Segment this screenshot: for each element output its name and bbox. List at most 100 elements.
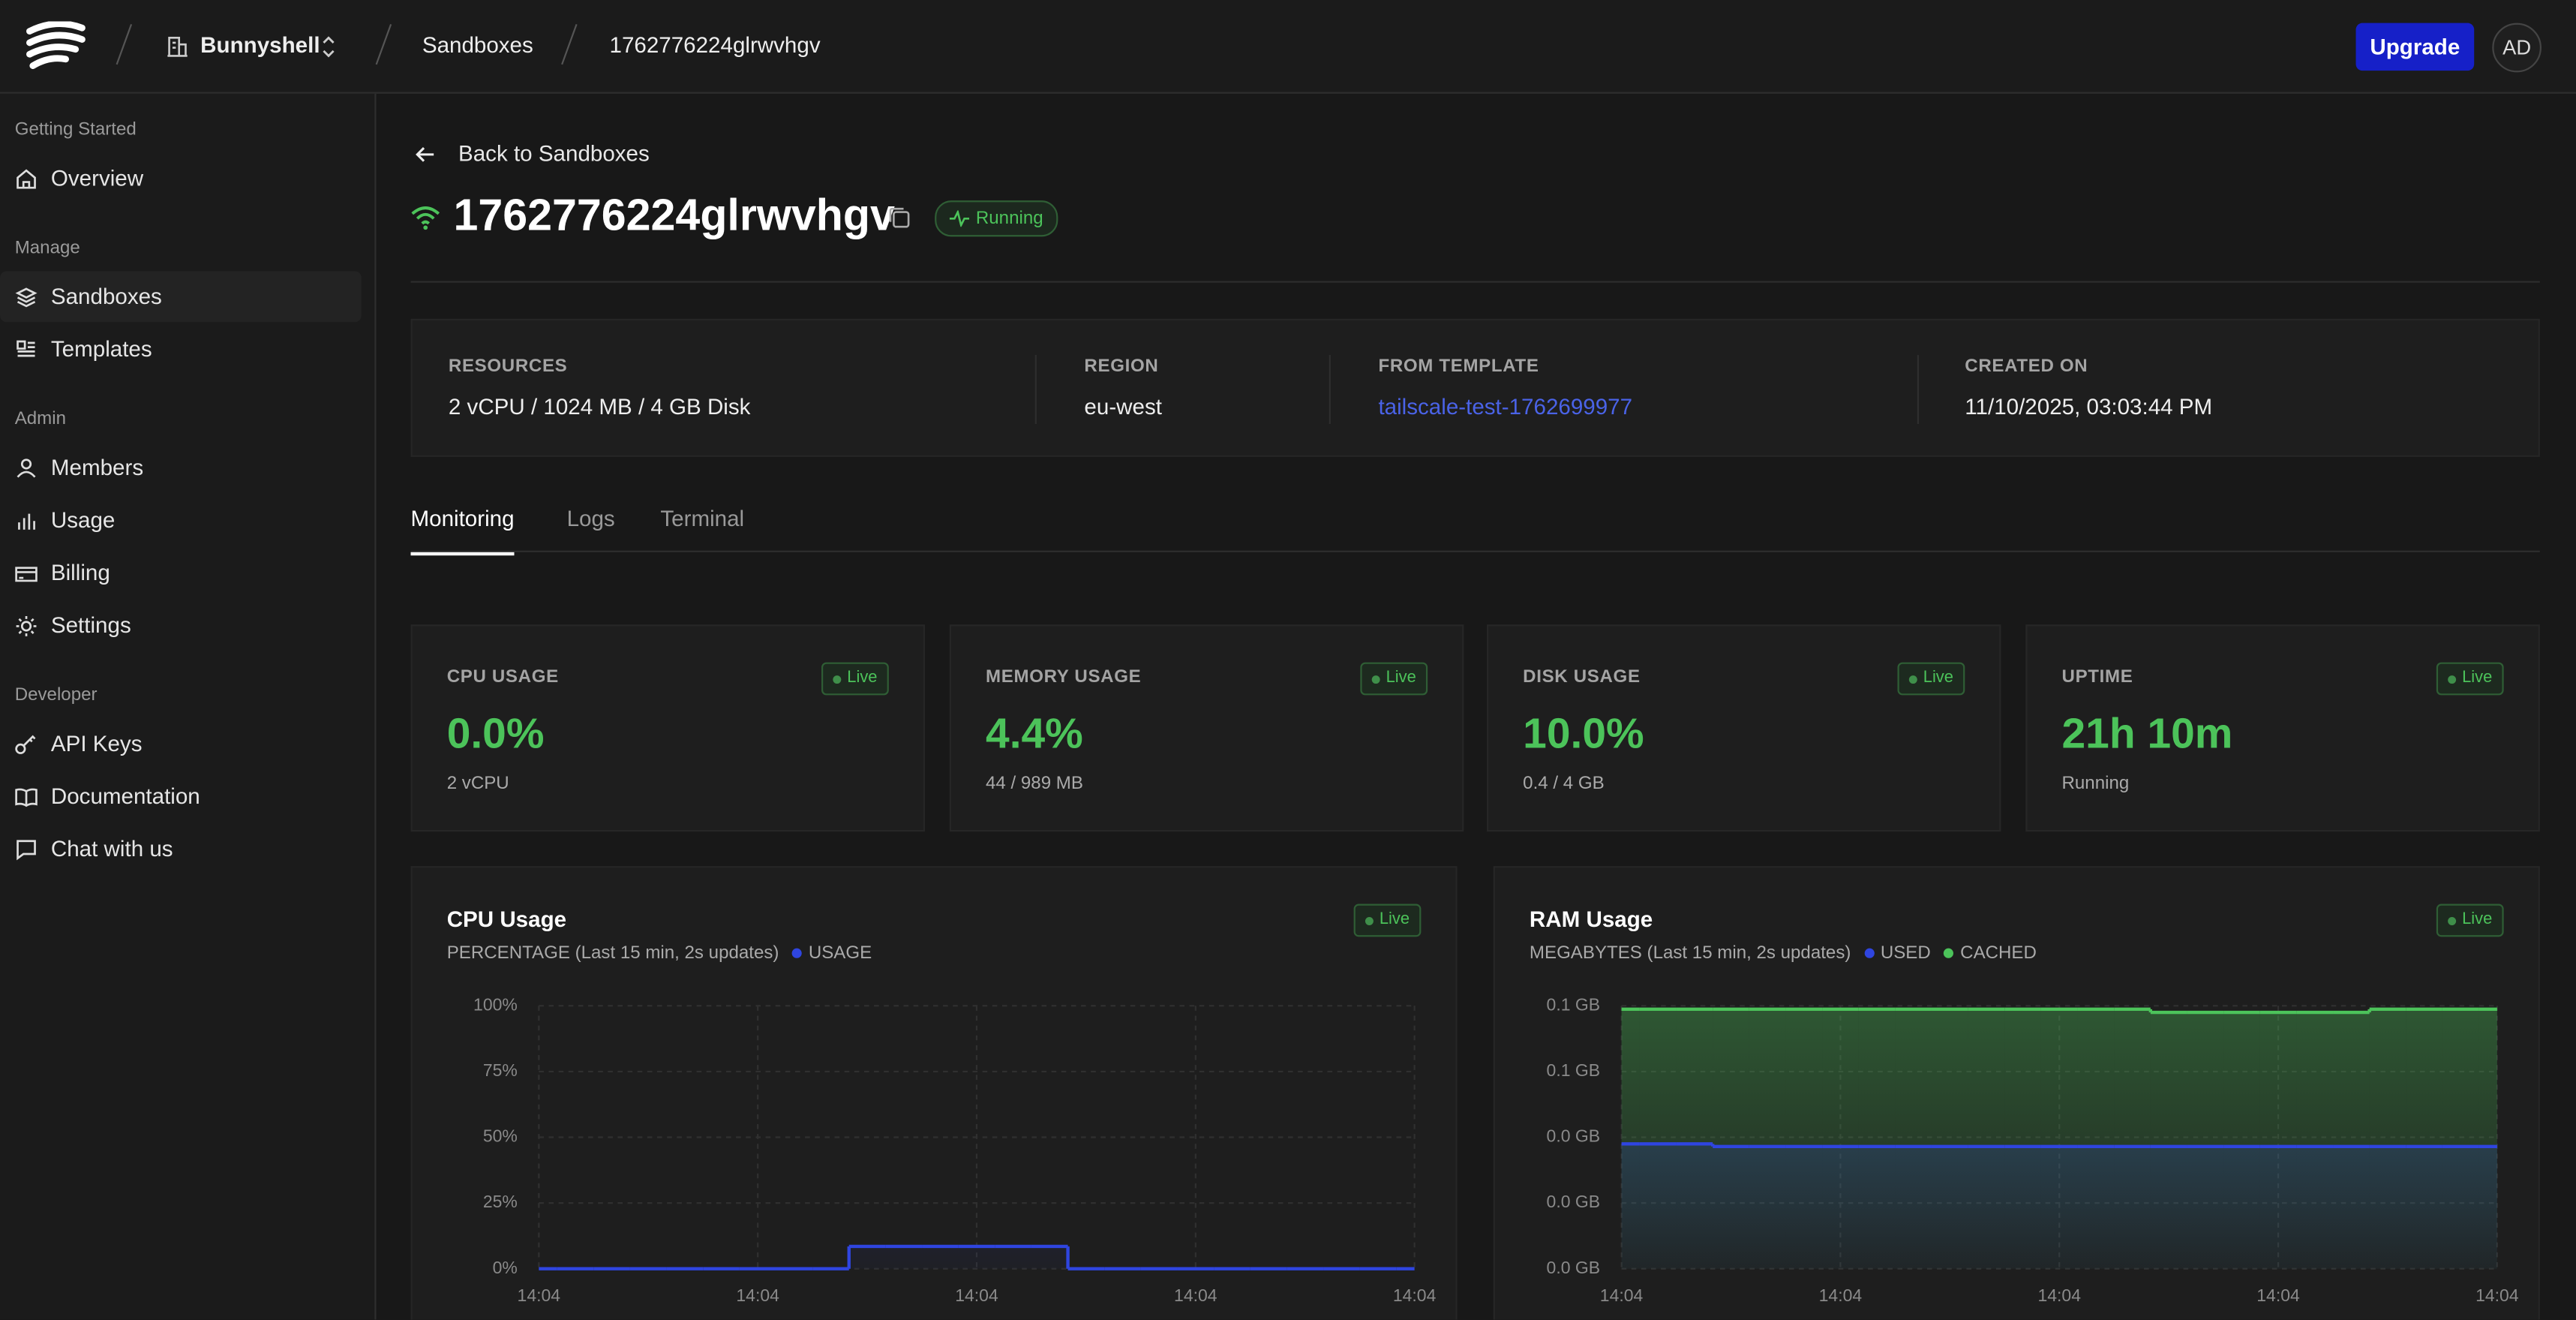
nav-item[interactable]: Members bbox=[0, 442, 362, 493]
x-tick-label: 14:04 bbox=[1600, 1285, 1644, 1305]
stat-sub: 0.4 / 4 GB bbox=[1523, 774, 1605, 794]
nav-item[interactable]: Documentation bbox=[0, 771, 362, 822]
y-tick-label: 0% bbox=[493, 1258, 518, 1277]
nav-label: Usage bbox=[50, 507, 116, 533]
nav-icon bbox=[15, 287, 38, 308]
area-step bbox=[2004, 1146, 2041, 1269]
icon-path bbox=[18, 513, 35, 530]
sidebar: Getting Started Overview Manage Sandboxes Te… bbox=[0, 93, 377, 1320]
area-step bbox=[2442, 1146, 2479, 1269]
nav-label: Billing bbox=[50, 560, 110, 585]
nav-item[interactable]: Chat with us bbox=[0, 823, 362, 874]
nav-item[interactable]: API Keys bbox=[0, 718, 362, 769]
nav-item[interactable]: Templates bbox=[0, 323, 362, 374]
nav: Getting Started Overview Manage Sandboxes Te… bbox=[0, 109, 374, 876]
sandbox-title: 1762776224glrwvhgv bbox=[453, 191, 895, 240]
tab[interactable]: Terminal bbox=[660, 506, 745, 531]
nav-icon bbox=[17, 340, 35, 357]
tab[interactable]: Logs bbox=[566, 506, 615, 531]
y-tick-label: 75% bbox=[483, 1060, 518, 1080]
legend-label: CACHED bbox=[1960, 943, 2037, 964]
section-title: Admin bbox=[14, 409, 67, 429]
nav-label: Overview bbox=[50, 166, 144, 191]
info-label: RESOURCES bbox=[448, 356, 568, 377]
nav-icon bbox=[15, 567, 38, 582]
copy-icon[interactable] bbox=[887, 206, 912, 230]
icon-path bbox=[15, 735, 36, 754]
nav-item[interactable]: Sandboxes bbox=[0, 271, 362, 323]
y-tick-label: 0.0 GB bbox=[1547, 1192, 1601, 1211]
area-step bbox=[922, 1246, 959, 1269]
area-step bbox=[2077, 1146, 2115, 1269]
area-step bbox=[1639, 1144, 1677, 1269]
x-tick-label: 14:04 bbox=[1819, 1285, 1863, 1305]
area-step bbox=[1858, 1146, 1896, 1269]
stat-card: CPU USAGE Live 0.0% 2 vCPU bbox=[410, 624, 925, 832]
chart: 0% 25% 50% 75% 100% 14:04 14:04 14:04 14:04 14:04 bbox=[473, 994, 1437, 1305]
separator bbox=[561, 24, 578, 65]
stat-label: CPU USAGE bbox=[446, 667, 559, 687]
stat-sub: 44 / 989 MB bbox=[986, 774, 1083, 794]
status-text: Running bbox=[975, 209, 1043, 229]
nav-item[interactable]: Usage bbox=[0, 495, 362, 546]
top-bar: Bunnyshell Sandboxes 1762776224glrwvhgv … bbox=[0, 0, 2576, 94]
wifi-icon bbox=[411, 206, 440, 230]
chart-subtitle-row: MEGABYTES (Last 15 min, 2s updates) USED C… bbox=[1530, 943, 2037, 963]
area-step bbox=[1931, 1146, 1968, 1269]
breadcrumb[interactable]: Sandboxes bbox=[422, 32, 533, 58]
icon-path bbox=[16, 615, 37, 636]
legend-dot bbox=[791, 948, 803, 958]
icon-path bbox=[15, 567, 38, 582]
area-step bbox=[995, 1246, 1031, 1269]
org-switcher[interactable]: Bunnyshell bbox=[200, 32, 320, 58]
legend-item: CACHED bbox=[1944, 943, 2037, 963]
nav-icon bbox=[15, 788, 38, 807]
area-step bbox=[848, 1246, 886, 1269]
area-step bbox=[2406, 1146, 2442, 1269]
y-tick-label: 0.0 GB bbox=[1547, 1126, 1601, 1146]
y-tick-label: 100% bbox=[473, 994, 518, 1014]
org-icon bbox=[167, 37, 188, 57]
nav-label: Members bbox=[50, 455, 144, 480]
chart-subtitle-row: PERCENTAGE (Last 15 min, 2s updates) USAG… bbox=[447, 943, 872, 963]
stat-label: MEMORY USAGE bbox=[986, 667, 1142, 687]
stat-value: 21h 10m bbox=[2061, 708, 2233, 758]
nav-item[interactable]: Overview bbox=[0, 153, 362, 204]
stat-value: 10.0% bbox=[1523, 708, 1644, 758]
logo[interactable] bbox=[26, 21, 86, 71]
info-value: eu-west bbox=[1084, 394, 1162, 419]
nav-item[interactable]: Billing bbox=[0, 547, 362, 598]
nav-label: Chat with us bbox=[50, 836, 173, 861]
icon-path bbox=[15, 788, 38, 807]
area-step bbox=[2478, 1146, 2497, 1269]
back-icon bbox=[416, 147, 434, 162]
area-step bbox=[2150, 1146, 2187, 1269]
y-tick-label: 0.0 GB bbox=[1547, 1258, 1601, 1277]
upgrade-button[interactable]: Upgrade bbox=[2355, 23, 2475, 71]
stat-card: UPTIME Live 21h 10m Running bbox=[2025, 624, 2540, 832]
live-badge: Live bbox=[2436, 662, 2504, 696]
chart-title: CPU Usage bbox=[446, 907, 567, 932]
info-divider bbox=[1917, 355, 1919, 425]
area-step bbox=[2223, 1146, 2260, 1269]
icon-path bbox=[17, 169, 36, 189]
icon-path bbox=[15, 287, 38, 308]
chart-card: RAM Usage Live MEGABYTES (Last 15 min, 2s … bbox=[1493, 866, 2540, 1320]
y-tick-label: 25% bbox=[483, 1192, 518, 1211]
back-link[interactable]: Back to Sandboxes bbox=[458, 141, 650, 167]
tab[interactable]: Monitoring bbox=[410, 507, 515, 556]
avatar[interactable]: AD bbox=[2492, 23, 2542, 73]
info-divider bbox=[1329, 355, 1331, 425]
info-label: REGION bbox=[1084, 356, 1159, 377]
nav-label: Sandboxes bbox=[50, 284, 162, 309]
icon-path bbox=[17, 459, 36, 478]
info-value[interactable]: tailscale-test-1762699977 bbox=[1378, 394, 1633, 419]
live-badge: Live bbox=[821, 662, 889, 696]
live-badge: Live bbox=[1359, 662, 1428, 696]
x-tick-label: 14:04 bbox=[955, 1285, 998, 1305]
chart-card: CPU Usage Live PERCENTAGE (Last 15 min, 2s… bbox=[410, 866, 1458, 1320]
section-title: Getting Started bbox=[14, 119, 137, 140]
nav-item[interactable]: Settings bbox=[0, 600, 362, 651]
nav-icon bbox=[15, 735, 36, 754]
